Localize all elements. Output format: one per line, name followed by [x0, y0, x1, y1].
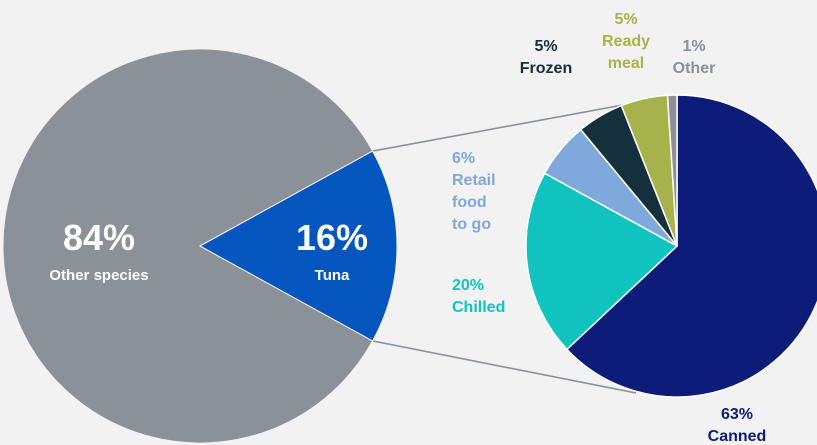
connector-line-bottom — [372, 340, 637, 394]
sub-label-other: 1% Other — [673, 38, 716, 77]
sub-label-chilled: 20% Chilled — [452, 277, 505, 316]
main-label-other-species: 84% Other species — [49, 217, 148, 284]
main-label-tuna: 16% Tuna — [296, 217, 368, 284]
main-pie — [2, 48, 398, 444]
sub-slice-other — [666, 94, 678, 247]
data-labels: 84% Other species 16% Tuna 63% Canned 20% Chill… — [49, 11, 766, 445]
tuna-breakdown-pie — [525, 94, 817, 398]
sub-label-canned: 63% Canned — [708, 406, 767, 445]
main-slice-other-species — [2, 48, 374, 444]
sub-label-ready-meal: 5% Ready meal — [602, 11, 650, 72]
main-slice-tuna — [198, 150, 398, 342]
sub-slice-canned — [565, 94, 817, 398]
sub-label-retail-food-to-go: 6% Retail food to go — [452, 150, 496, 233]
sub-label-frozen: 5% Frozen — [520, 38, 572, 77]
sub-slice-chilled — [525, 172, 679, 351]
